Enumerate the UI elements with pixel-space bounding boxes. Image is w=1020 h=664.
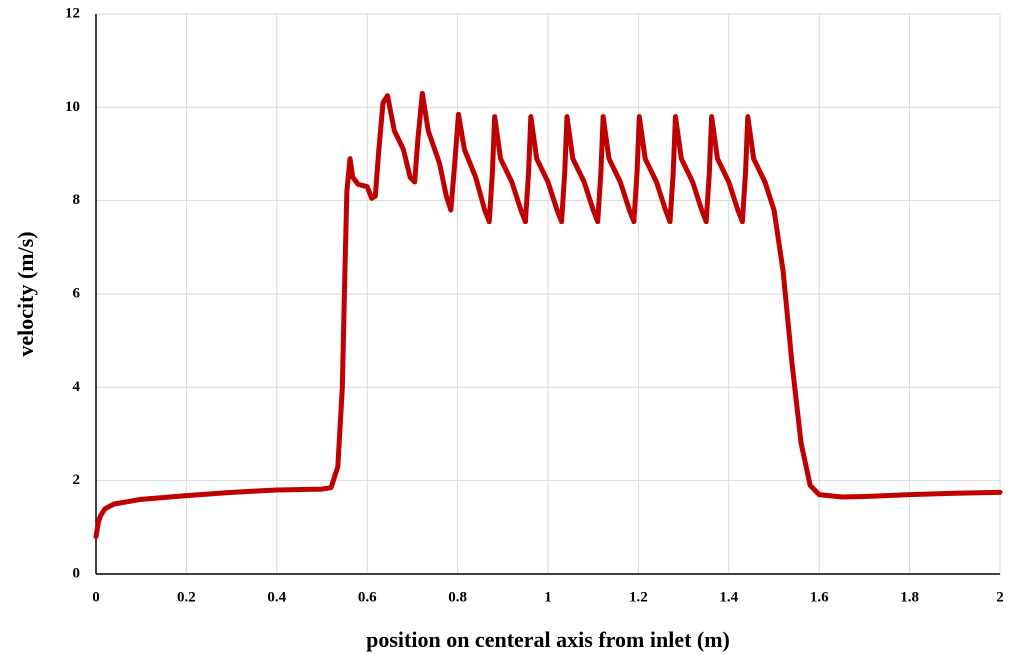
y-tick-label: 0 (73, 565, 81, 581)
x-tick-label: 1.8 (900, 589, 919, 605)
x-tick-label: 1.2 (629, 589, 648, 605)
y-tick-label: 8 (73, 192, 81, 208)
y-tick-label: 2 (73, 472, 81, 488)
y-tick-label: 6 (73, 285, 81, 301)
y-tick-label: 10 (65, 99, 80, 115)
y-tick-label: 12 (65, 5, 80, 21)
x-tick-label: 0.8 (448, 589, 467, 605)
x-tick-label: 0.2 (177, 589, 196, 605)
data-line (93, 90, 1003, 540)
x-tick-label: 1.4 (719, 589, 738, 605)
x-tick-label: 0 (92, 589, 100, 605)
x-tick-label: 1.6 (810, 589, 829, 605)
x-tick-label: 0.6 (358, 589, 377, 605)
y-axis-title: velocity (m/s) (13, 231, 38, 356)
y-tick-label: 4 (73, 379, 81, 395)
x-tick-label: 0.4 (267, 589, 286, 605)
x-axis-title: position on centeral axis from inlet (m) (366, 627, 730, 652)
x-tick-label: 2 (996, 589, 1004, 605)
x-tick-label: 1 (544, 589, 552, 605)
